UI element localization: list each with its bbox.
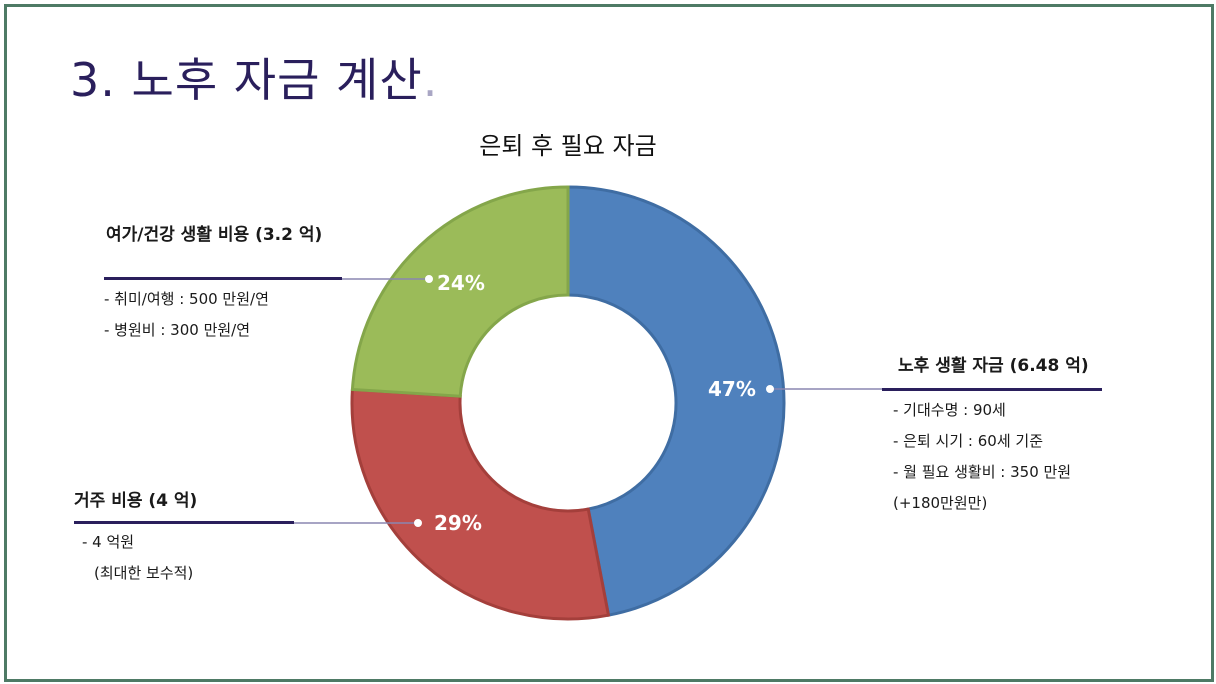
- callout-line: - 병원비 : 300 만원/연: [104, 321, 251, 339]
- callout-line: - 은퇴 시기 : 60세 기준: [893, 432, 1043, 450]
- leader-dot-leisure: [425, 275, 433, 283]
- callout-desc-housing: - 4 억원 (최대한 보수적): [82, 527, 193, 589]
- leader-dot-retirement: [766, 385, 774, 393]
- callout-desc-retirement: - 기대수명 : 90세 - 은퇴 시기 : 60세 기준 - 월 필요 생활비…: [893, 395, 1071, 519]
- donut-slice-housing: [350, 387, 611, 621]
- donut-slices: [350, 185, 786, 621]
- callout-title-leisure: 여가/건강 생활 비용 (3.2 억): [106, 225, 323, 245]
- chart-title: 은퇴 후 필요 자금: [479, 132, 657, 160]
- callout-title-housing: 거주 비용 (4 억): [74, 491, 198, 511]
- data-label-housing: 29%: [434, 511, 482, 535]
- donut-slice-retirement: [566, 185, 786, 617]
- callout-line: (최대한 보수적): [94, 564, 194, 582]
- callout-desc-leisure: - 취미/여행 : 500 만원/연 - 병원비 : 300 만원/연: [104, 284, 269, 346]
- callout-underline-retirement: [882, 388, 1102, 391]
- callout-line: - 취미/여행 : 500 만원/연: [104, 290, 269, 308]
- callout-underline-housing: [74, 521, 294, 524]
- data-label-retirement: 47%: [708, 377, 756, 401]
- callout-line: (+180만원만): [893, 494, 988, 512]
- leader-lines: [293, 275, 882, 527]
- callout-line: - 4 억원: [82, 533, 135, 551]
- callout-title-retirement: 노후 생활 자금 (6.48 억): [898, 356, 1089, 376]
- callout-line: - 월 필요 생활비 : 350 만원: [893, 463, 1072, 481]
- title-dot: .: [422, 53, 439, 107]
- data-label-leisure: 24%: [437, 271, 485, 295]
- donut-slice-leisure: [350, 185, 570, 398]
- slide-title: 3. 노후 자금 계산.: [70, 44, 438, 110]
- callout-line: - 기대수명 : 90세: [893, 401, 1006, 419]
- leader-dot-housing: [414, 519, 422, 527]
- callout-underline-leisure: [104, 277, 342, 280]
- slide-title-text: 3. 노후 자금 계산: [70, 53, 423, 107]
